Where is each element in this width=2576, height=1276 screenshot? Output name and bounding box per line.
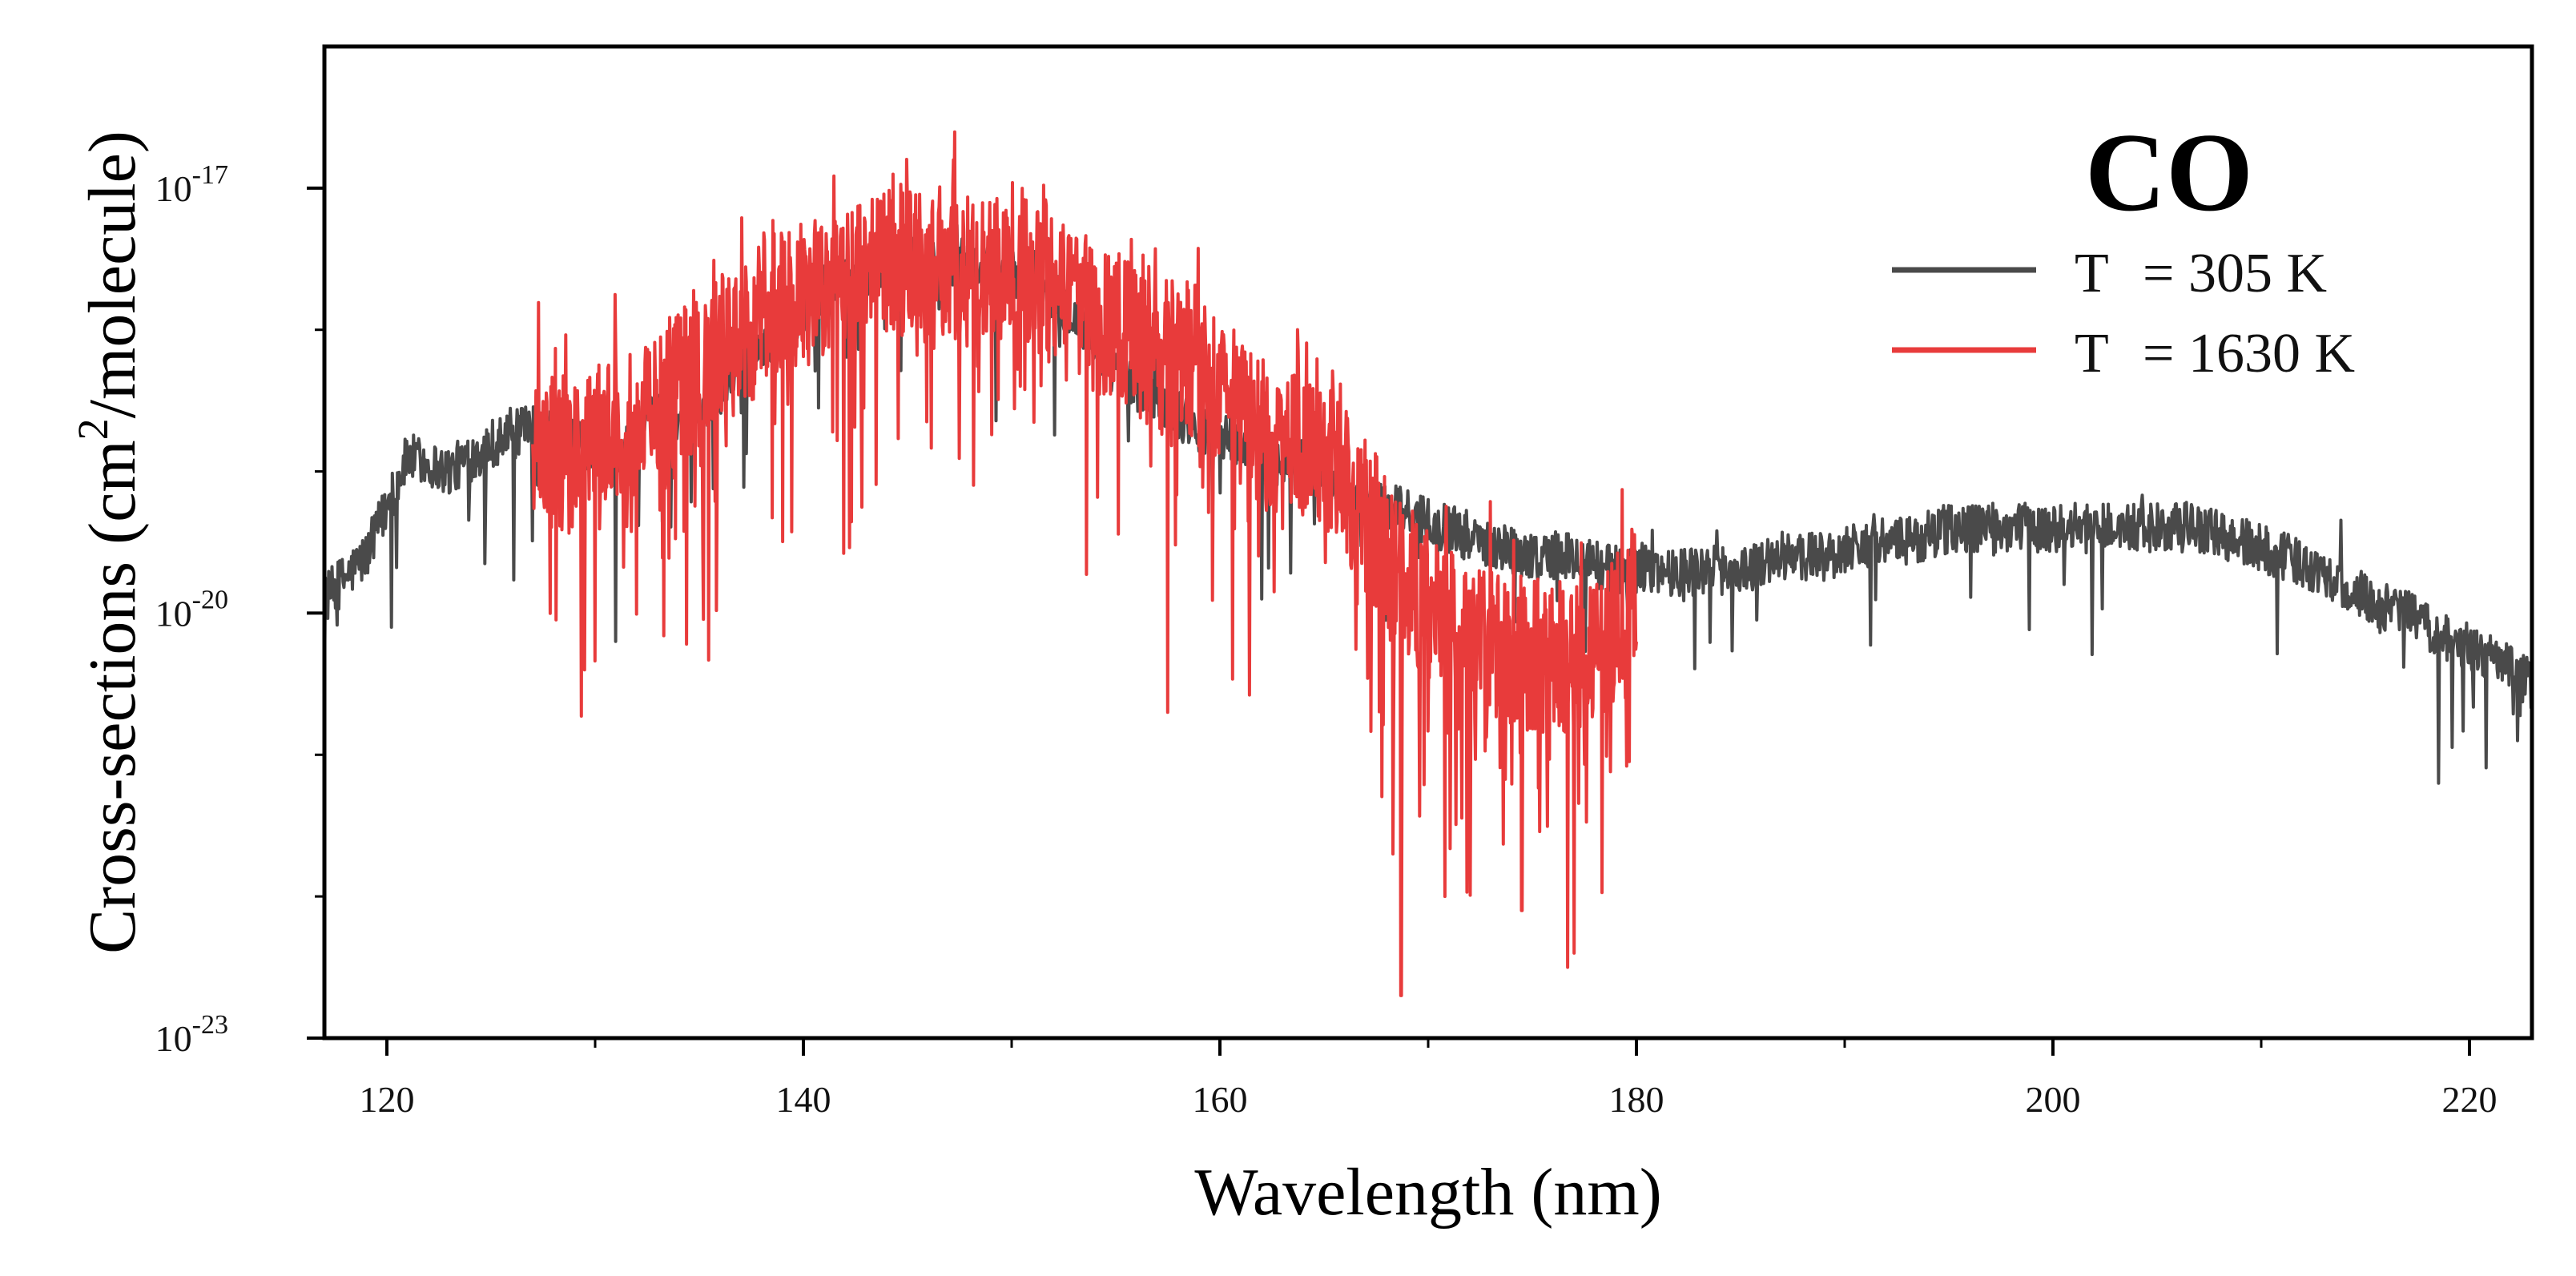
legend-t-1630k: T bbox=[2075, 323, 2108, 384]
series-line-1630k bbox=[531, 130, 1638, 997]
x-axis-title: Wavelength (nm) bbox=[1194, 1155, 1661, 1230]
legend: T = 305 K T = 1630 K bbox=[1892, 243, 2355, 384]
legend-label-305k: T = 305 K bbox=[2075, 243, 2327, 304]
y-axis-title-sup: 2 bbox=[69, 418, 117, 440]
axes-layer: 120 140 160 180 200 220 10-23 10-20 10-17 bbox=[155, 160, 2498, 1120]
legend-t-305k: T bbox=[2075, 243, 2108, 304]
y-axis-title: Cross-sections (cm2/molecule) bbox=[69, 131, 150, 954]
x-tick-label: 140 bbox=[776, 1079, 831, 1120]
y-tick-label: 10-17 bbox=[155, 160, 228, 209]
y-tick-label: 10-23 bbox=[155, 1010, 228, 1059]
x-tick-label: 120 bbox=[360, 1079, 415, 1120]
y-axis-title-main: Cross-sections (cm bbox=[75, 440, 150, 954]
x-tick-label: 200 bbox=[2026, 1079, 2081, 1120]
y-tick-label: 10-20 bbox=[155, 585, 228, 634]
legend-value-1630k: = 1630 K bbox=[2143, 323, 2355, 384]
legend-label-1630k: T = 1630 K bbox=[2075, 323, 2355, 384]
chart-title: CO bbox=[2085, 111, 2253, 235]
legend-value-305k: = 305 K bbox=[2143, 243, 2327, 304]
x-tick-label: 220 bbox=[2442, 1079, 2498, 1120]
x-tick-label: 180 bbox=[1609, 1079, 1664, 1120]
x-tick-label: 160 bbox=[1193, 1079, 1248, 1120]
series-layer bbox=[323, 130, 2534, 997]
y-axis-title-unit: /molecule) bbox=[75, 131, 150, 418]
